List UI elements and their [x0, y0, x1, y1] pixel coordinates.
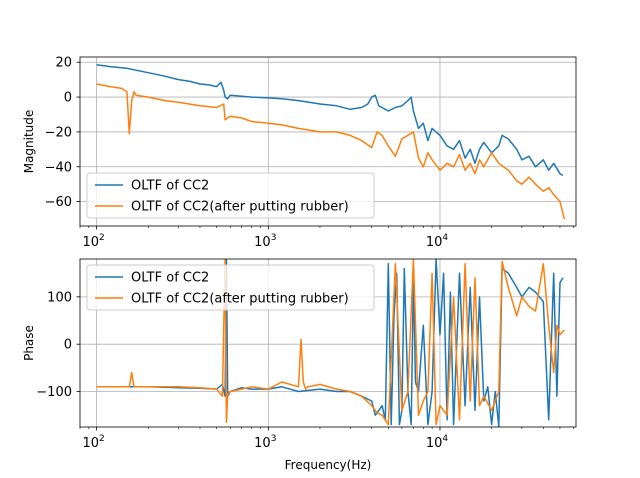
y-tick-label: 0 — [64, 91, 72, 106]
legend-entry: OLTF of CC2(after putting rubber) — [131, 200, 349, 215]
subplot-1: 102 103 104 20 0 −20 −40 −60 Magnitude OLTF of CC… — [22, 56, 577, 250]
y-tick-label: 20 — [55, 56, 72, 71]
y-tick-label: −20 — [45, 125, 72, 140]
y-tick-label: 0 — [64, 338, 72, 353]
x-tick-label: 104 — [426, 434, 449, 451]
series-line-2 — [96, 83, 566, 220]
axes-frame — [79, 56, 577, 227]
series-line-1 — [96, 64, 564, 177]
x-tick-label: 102 — [82, 233, 104, 250]
legend-box — [86, 264, 375, 311]
legend-entry: OLTF of CC2 — [131, 179, 209, 194]
y-tick-label: 100 — [47, 290, 72, 305]
x-tick-label: 103 — [254, 434, 276, 451]
y-tick-label: −100 — [36, 385, 72, 400]
series-line-2 — [96, 259, 565, 426]
y-axis-label: Phase — [22, 325, 36, 361]
y-axis-label: Magnitude — [22, 110, 36, 174]
x-tick-label: 104 — [426, 233, 449, 250]
x-tick-label: 103 — [254, 233, 276, 250]
legend: OLTF of CC2 OLTF of CC2(after putting rub… — [86, 264, 375, 311]
x-tick-label: 102 — [82, 434, 104, 451]
plots: 102 103 104 20 0 −20 −40 −60 Magnitude OLTF of CC… — [22, 56, 577, 472]
legend: OLTF of CC2 OLTF of CC2(after putting rub… — [86, 172, 375, 219]
y-tick-label: −40 — [45, 160, 72, 175]
subplot-2: 102 103 104 100 0 −100 Phase Frequency(Hz) OLTF … — [22, 258, 577, 472]
legend-entry: OLTF of CC2(after putting rubber) — [131, 292, 349, 307]
legend-entry: OLTF of CC2 — [131, 271, 209, 286]
axes-frame — [79, 258, 577, 428]
x-axis-label: Frequency(Hz) — [285, 458, 372, 472]
legend-box — [86, 172, 375, 219]
y-tick-label: −60 — [45, 195, 72, 210]
